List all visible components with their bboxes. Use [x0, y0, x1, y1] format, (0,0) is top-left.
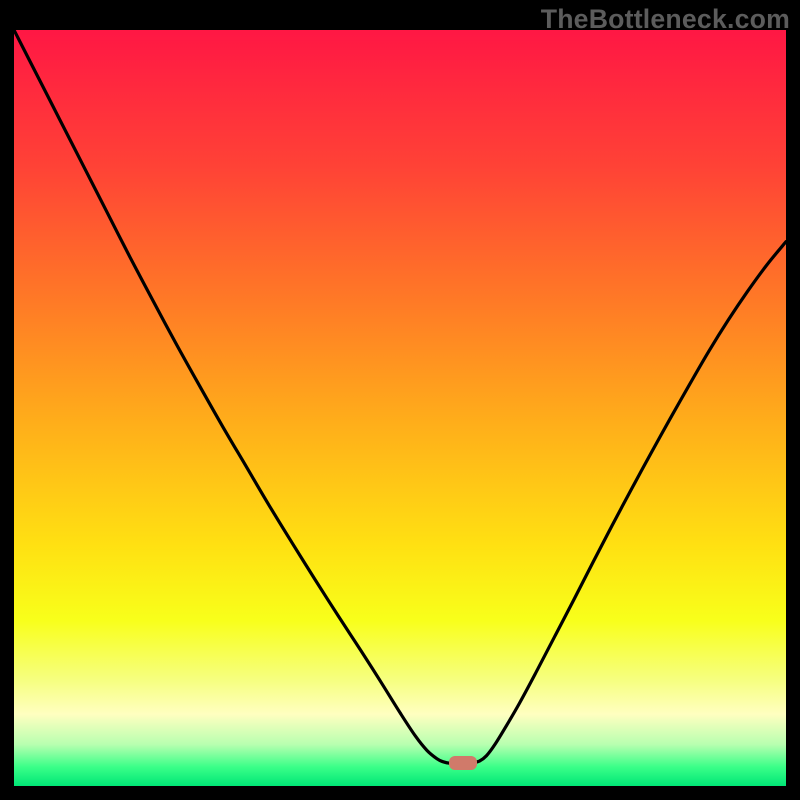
bottleneck-curve — [14, 30, 786, 763]
curve-svg — [14, 30, 786, 786]
border-left — [0, 0, 14, 800]
optimum-marker — [449, 756, 477, 770]
plot-area — [14, 30, 786, 786]
watermark-text: TheBottleneck.com — [541, 4, 790, 35]
stage: TheBottleneck.com — [0, 0, 800, 800]
border-right — [786, 0, 800, 800]
border-bottom — [0, 786, 800, 800]
